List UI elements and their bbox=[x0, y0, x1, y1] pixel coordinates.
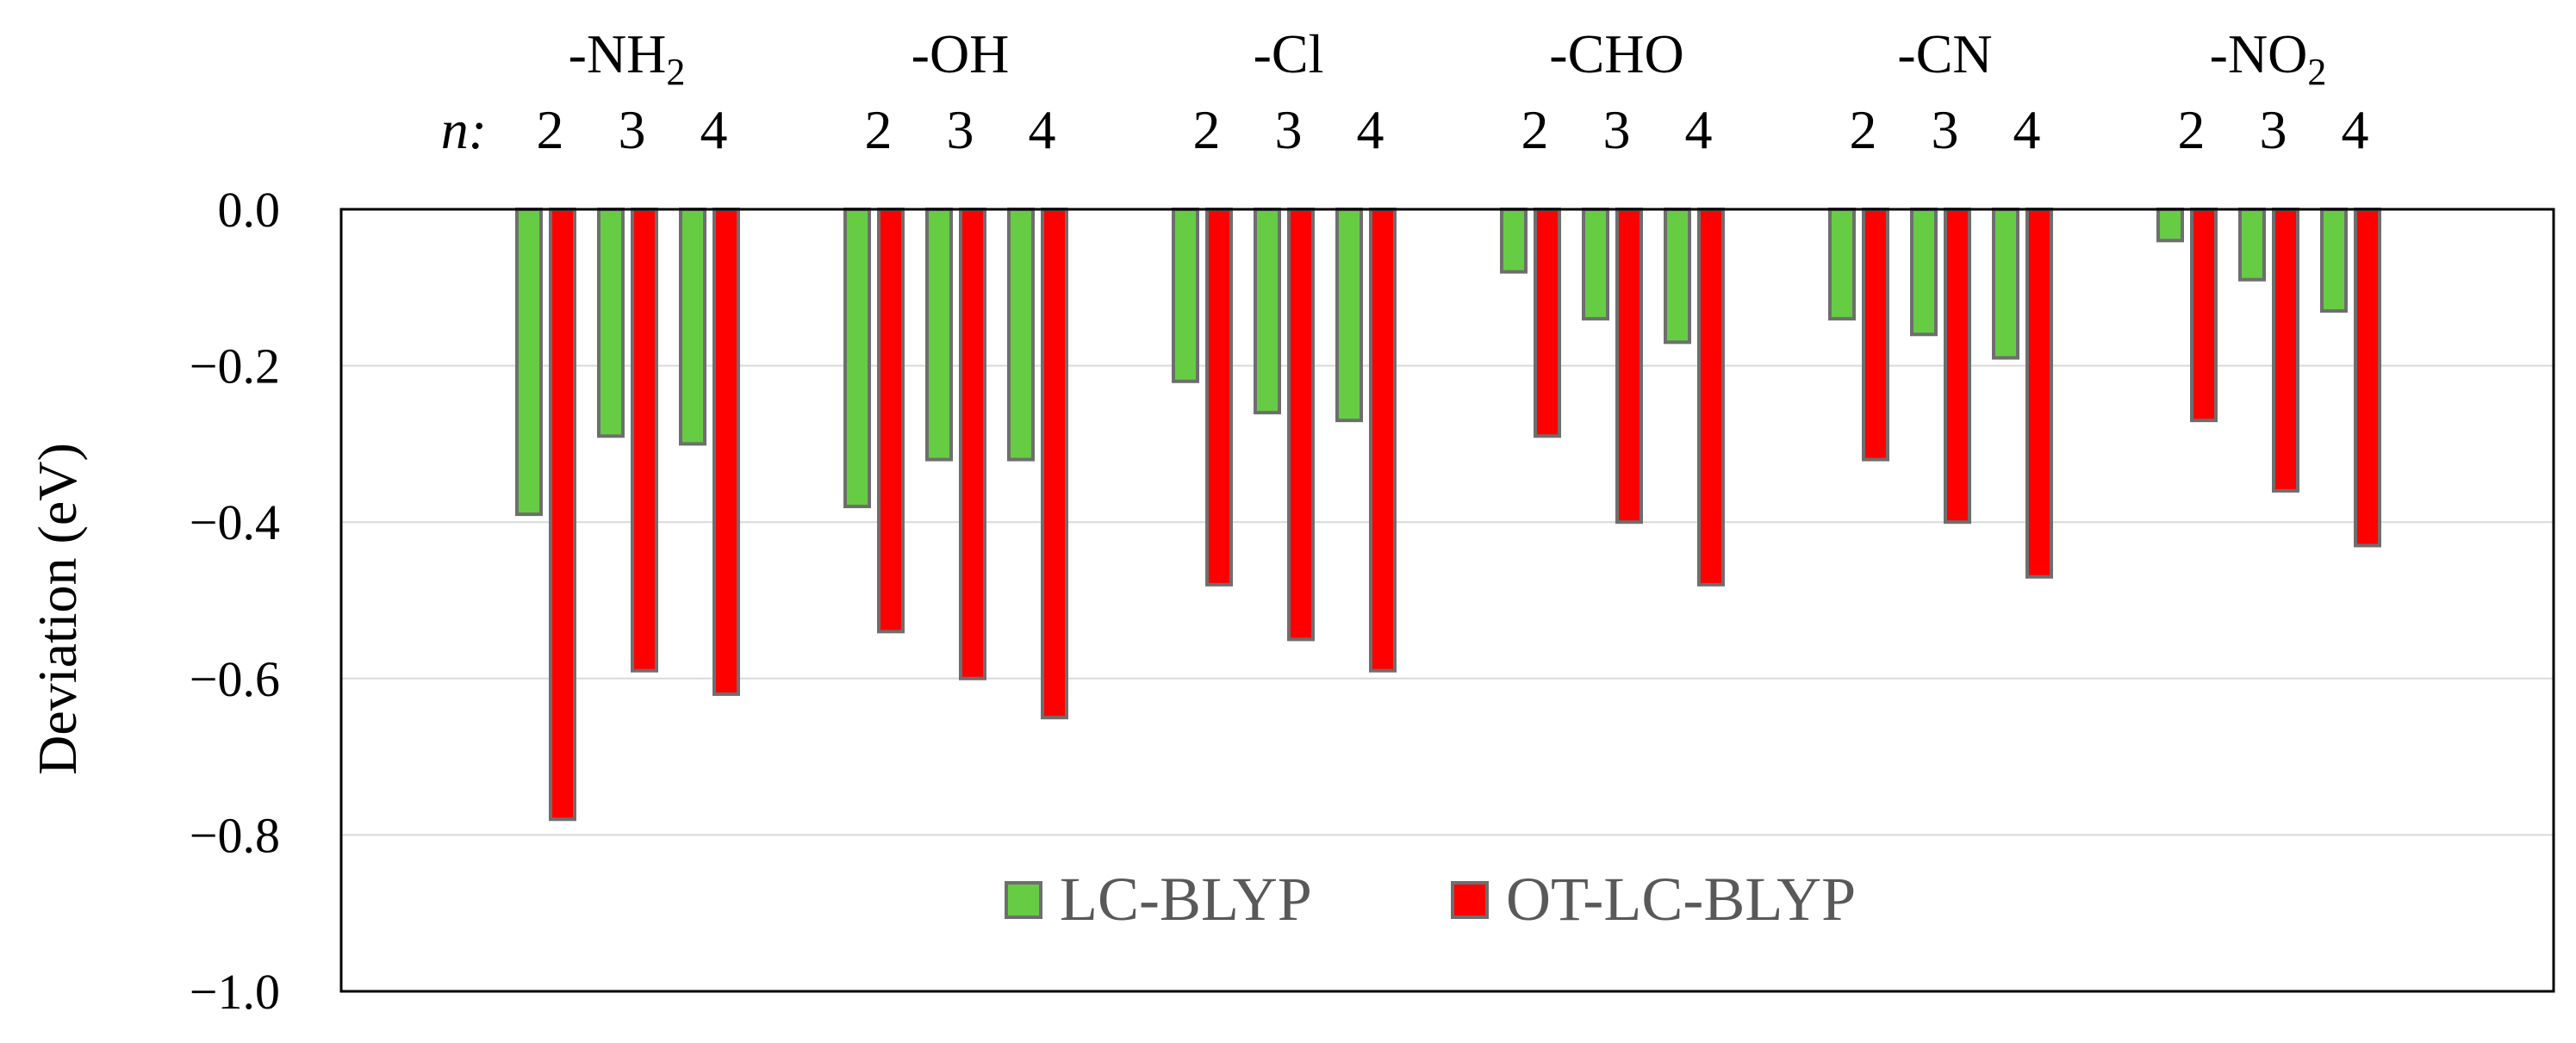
bar-ot-lc-blyp-g0-n3 bbox=[631, 208, 658, 673]
n-value-label: 4 bbox=[700, 99, 728, 160]
bar-lc-blyp-g5-n4 bbox=[2320, 208, 2348, 314]
bar-lc-blyp-g0-n4 bbox=[679, 208, 706, 446]
bar-ot-lc-blyp-g1-n2 bbox=[877, 208, 905, 634]
bar-lc-blyp-g4-n3 bbox=[1910, 208, 1938, 337]
n-value-label: 3 bbox=[2260, 99, 2287, 160]
bar-ot-lc-blyp-g5-n2 bbox=[2190, 208, 2218, 423]
n-value-label: 2 bbox=[537, 99, 564, 160]
bar-ot-lc-blyp-g2-n3 bbox=[1287, 208, 1315, 642]
legend-label-ot-lc-blyp: OT-LC-BLYP bbox=[1506, 865, 1856, 934]
n-value-label: 3 bbox=[619, 99, 646, 160]
bar-lc-blyp-g3-n3 bbox=[1582, 208, 1609, 321]
y-tick-labels: 0.0 −0.2 −0.4 −0.6 −0.8 −1.0 bbox=[190, 182, 280, 1020]
bar-lc-blyp-g5-n3 bbox=[2238, 208, 2266, 282]
y-tick-label: −0.6 bbox=[190, 651, 280, 707]
y-tick-label: −0.4 bbox=[190, 494, 280, 550]
n-value-label: 4 bbox=[2342, 99, 2369, 160]
bar-ot-lc-blyp-g2-n4 bbox=[1369, 208, 1397, 673]
bar-lc-blyp-g1-n3 bbox=[925, 208, 953, 462]
y-tick-label: −0.8 bbox=[190, 807, 280, 863]
bar-lc-blyp-g4-n2 bbox=[1828, 208, 1856, 321]
bar-lc-blyp-g1-n2 bbox=[843, 208, 871, 509]
bar-ot-lc-blyp-g5-n3 bbox=[2272, 208, 2299, 493]
group-label: -CN bbox=[1897, 23, 1992, 84]
bars bbox=[515, 208, 2381, 822]
gridlines bbox=[341, 364, 2554, 836]
y-axis-label: Deviation (eV) bbox=[27, 443, 88, 775]
legend-swatch-lc-blyp bbox=[1005, 881, 1042, 919]
n-value-label: 4 bbox=[1357, 99, 1384, 160]
n-axis-label: n: bbox=[441, 99, 487, 160]
n-value-label: 2 bbox=[865, 99, 893, 160]
bar-ot-lc-blyp-g1-n4 bbox=[1041, 208, 1068, 720]
bar-lc-blyp-g0-n3 bbox=[597, 208, 625, 438]
bar-ot-lc-blyp-g0-n4 bbox=[712, 208, 740, 696]
group-label: -NO2 bbox=[2210, 23, 2327, 93]
bar-ot-lc-blyp-g3-n3 bbox=[1615, 208, 1643, 525]
group-label: -Cl bbox=[1254, 23, 1324, 84]
y-tick-label: 0.0 bbox=[218, 182, 281, 238]
bar-lc-blyp-g5-n2 bbox=[2156, 208, 2184, 243]
n-value-label: 3 bbox=[1275, 99, 1303, 160]
n-value-label: 3 bbox=[947, 99, 974, 160]
bar-ot-lc-blyp-g4-n2 bbox=[1862, 208, 1889, 462]
plot-frame bbox=[339, 208, 2555, 993]
bar-lc-blyp-g2-n4 bbox=[1335, 208, 1363, 423]
group-label: -OH bbox=[912, 23, 1010, 84]
bar-ot-lc-blyp-g3-n2 bbox=[1534, 208, 1561, 438]
n-value-label: 2 bbox=[1850, 99, 1877, 160]
legend: LC-BLYP OT-LC-BLYP bbox=[1005, 865, 1856, 934]
bar-lc-blyp-g2-n2 bbox=[1172, 208, 1199, 383]
bar-ot-lc-blyp-g4-n3 bbox=[1944, 208, 1971, 525]
bar-ot-lc-blyp-g0-n2 bbox=[549, 208, 576, 822]
bar-ot-lc-blyp-g1-n3 bbox=[959, 208, 986, 680]
legend-label-lc-blyp: LC-BLYP bbox=[1060, 865, 1312, 934]
n-value-label: 2 bbox=[1521, 99, 1549, 160]
bar-lc-blyp-g4-n4 bbox=[1992, 208, 2019, 360]
bar-ot-lc-blyp-g2-n2 bbox=[1205, 208, 1233, 587]
y-tick-label: −0.2 bbox=[190, 338, 280, 394]
y-tick-label: −1.0 bbox=[190, 964, 280, 1020]
n-value-label: 4 bbox=[1029, 99, 1056, 160]
group-label: -CHO bbox=[1549, 23, 1683, 84]
bar-ot-lc-blyp-g5-n4 bbox=[2354, 208, 2381, 548]
bar-lc-blyp-g3-n4 bbox=[1664, 208, 1691, 345]
n-value-label: 2 bbox=[2178, 99, 2206, 160]
n-value-label: 4 bbox=[2013, 99, 2041, 160]
n-value-label: 3 bbox=[1932, 99, 1959, 160]
bar-lc-blyp-g2-n3 bbox=[1254, 208, 1281, 415]
bar-lc-blyp-g1-n4 bbox=[1007, 208, 1035, 462]
n-value-label: 2 bbox=[1193, 99, 1221, 160]
n-value-label: 4 bbox=[1685, 99, 1713, 160]
bar-ot-lc-blyp-g4-n4 bbox=[2025, 208, 2053, 579]
legend-swatch-ot-lc-blyp bbox=[1451, 881, 1489, 919]
group-label: -NH2 bbox=[569, 23, 686, 93]
n-value-label: 3 bbox=[1603, 99, 1631, 160]
bar-lc-blyp-g0-n2 bbox=[515, 208, 543, 517]
bar-ot-lc-blyp-g3-n4 bbox=[1697, 208, 1725, 587]
bar-lc-blyp-g3-n2 bbox=[1500, 208, 1528, 274]
